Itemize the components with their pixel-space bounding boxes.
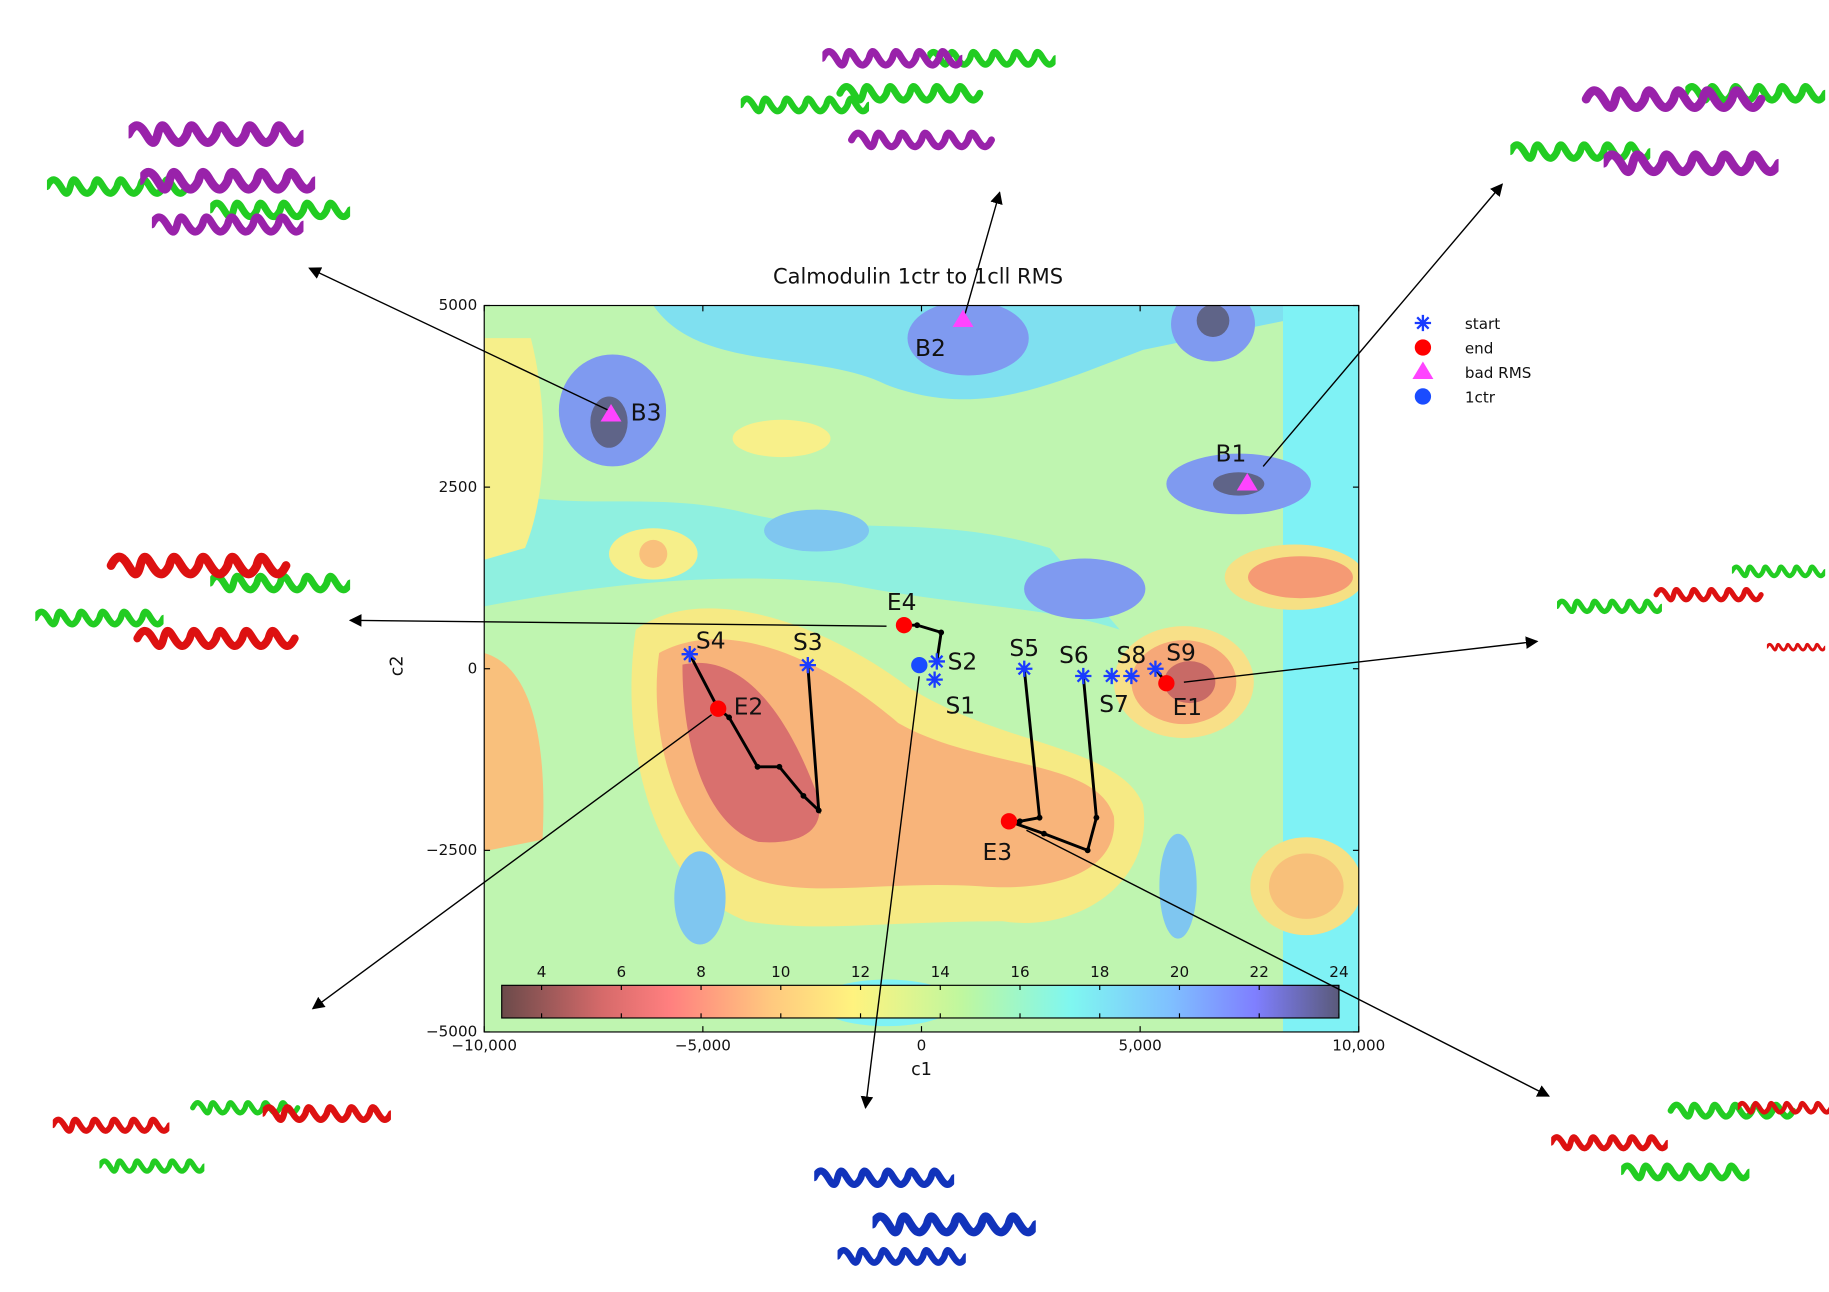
trajectory-point bbox=[938, 630, 944, 636]
point-marker bbox=[896, 617, 912, 633]
legend-marker bbox=[1412, 361, 1433, 378]
colorbar-tick-label: 22 bbox=[1250, 963, 1269, 981]
point-label: S8 bbox=[1117, 642, 1147, 669]
x-axis-label: c1 bbox=[911, 1060, 932, 1080]
colorbar-tick-label: 14 bbox=[931, 963, 950, 981]
legend-marker bbox=[1415, 315, 1431, 331]
trajectory-point bbox=[776, 764, 782, 770]
legend-label: bad RMS bbox=[1465, 364, 1532, 382]
legend-item: end bbox=[1415, 339, 1494, 357]
point-label: S6 bbox=[1059, 642, 1089, 669]
point-label: E4 bbox=[887, 589, 917, 616]
point-marker bbox=[710, 701, 726, 717]
trajectory-point bbox=[801, 793, 807, 799]
protein-image bbox=[1557, 567, 1825, 650]
legend-marker bbox=[1415, 339, 1431, 355]
legend-marker bbox=[1415, 388, 1431, 404]
trajectory-point bbox=[726, 714, 732, 720]
legend-item: start bbox=[1415, 315, 1500, 333]
y-tick-label: −2500 bbox=[426, 841, 477, 859]
point-label: S7 bbox=[1099, 691, 1129, 718]
protein-image bbox=[741, 52, 1056, 147]
point-marker bbox=[1158, 675, 1174, 691]
legend-label: end bbox=[1465, 339, 1494, 357]
protein-image bbox=[53, 1103, 391, 1171]
legend-label: start bbox=[1465, 315, 1500, 333]
point-label: S9 bbox=[1166, 640, 1196, 667]
trajectory-point bbox=[1093, 815, 1099, 821]
point-label: B1 bbox=[1216, 440, 1247, 467]
start-marker bbox=[1104, 668, 1120, 684]
x-tick-label: −5,000 bbox=[675, 1037, 731, 1055]
point-label: S1 bbox=[945, 692, 975, 719]
y-tick-label: −5000 bbox=[426, 1023, 477, 1041]
colorbar bbox=[502, 985, 1339, 1018]
colorbar-tick-label: 8 bbox=[696, 963, 706, 981]
point-marker bbox=[911, 657, 927, 673]
page: {"chart_data": { "type": "contour", "tit… bbox=[0, 0, 1829, 1292]
colorbar-tick-label: 4 bbox=[537, 963, 547, 981]
protein-image bbox=[35, 557, 350, 646]
start-marker bbox=[1123, 668, 1139, 684]
colorbar-tick-label: 16 bbox=[1010, 963, 1029, 981]
legend-label: 1ctr bbox=[1465, 388, 1496, 406]
point-label: E1 bbox=[1173, 694, 1203, 721]
point-label: B2 bbox=[915, 335, 946, 362]
trajectory-point bbox=[816, 807, 822, 813]
y-tick-label: 0 bbox=[468, 659, 478, 677]
trajectory-point bbox=[914, 622, 920, 628]
colorbar-tick-label: 6 bbox=[616, 963, 626, 981]
colorbar-tick-label: 10 bbox=[771, 963, 790, 981]
trajectory-point bbox=[1085, 847, 1091, 853]
start-marker bbox=[1147, 661, 1163, 677]
y-tick-label: 5000 bbox=[439, 296, 478, 314]
legend-item: 1ctr bbox=[1415, 388, 1496, 406]
colorbar-tick-label: 18 bbox=[1090, 963, 1109, 981]
x-tick-label: 5,000 bbox=[1118, 1037, 1161, 1055]
legend-item: bad RMS bbox=[1412, 361, 1531, 381]
protein-image bbox=[1551, 1103, 1829, 1178]
protein-image bbox=[814, 1171, 1036, 1263]
x-tick-label: 10,000 bbox=[1332, 1037, 1385, 1055]
colorbar-tick-label: 12 bbox=[851, 963, 870, 981]
point-label: S3 bbox=[793, 629, 823, 656]
point-label: E2 bbox=[734, 694, 764, 721]
start-marker bbox=[1075, 668, 1091, 684]
colorbar-tick-label: 24 bbox=[1329, 963, 1348, 981]
trajectory-point bbox=[1037, 815, 1043, 821]
point-label: S5 bbox=[1009, 635, 1039, 662]
figure: Calmodulin 1ctr to 1cll RMS c1 c2 −10,00… bbox=[0, 0, 1829, 1292]
point-label: S4 bbox=[696, 627, 726, 654]
chart-title: Calmodulin 1ctr to 1cll RMS bbox=[773, 264, 1063, 288]
trajectory-point bbox=[1041, 831, 1047, 837]
protein-image bbox=[47, 126, 350, 232]
point-label: E3 bbox=[983, 839, 1013, 866]
point-label: S2 bbox=[948, 649, 978, 676]
colorbar-tick-label: 20 bbox=[1170, 963, 1189, 981]
trajectory-point bbox=[755, 764, 761, 770]
x-tick-label: 0 bbox=[917, 1037, 927, 1055]
protein-image bbox=[1510, 87, 1825, 172]
y-tick-label: 2500 bbox=[439, 478, 478, 496]
y-axis-label: c2 bbox=[388, 655, 408, 676]
point-marker bbox=[1001, 813, 1017, 829]
start-marker bbox=[1016, 661, 1032, 677]
point-label: B3 bbox=[631, 399, 662, 426]
